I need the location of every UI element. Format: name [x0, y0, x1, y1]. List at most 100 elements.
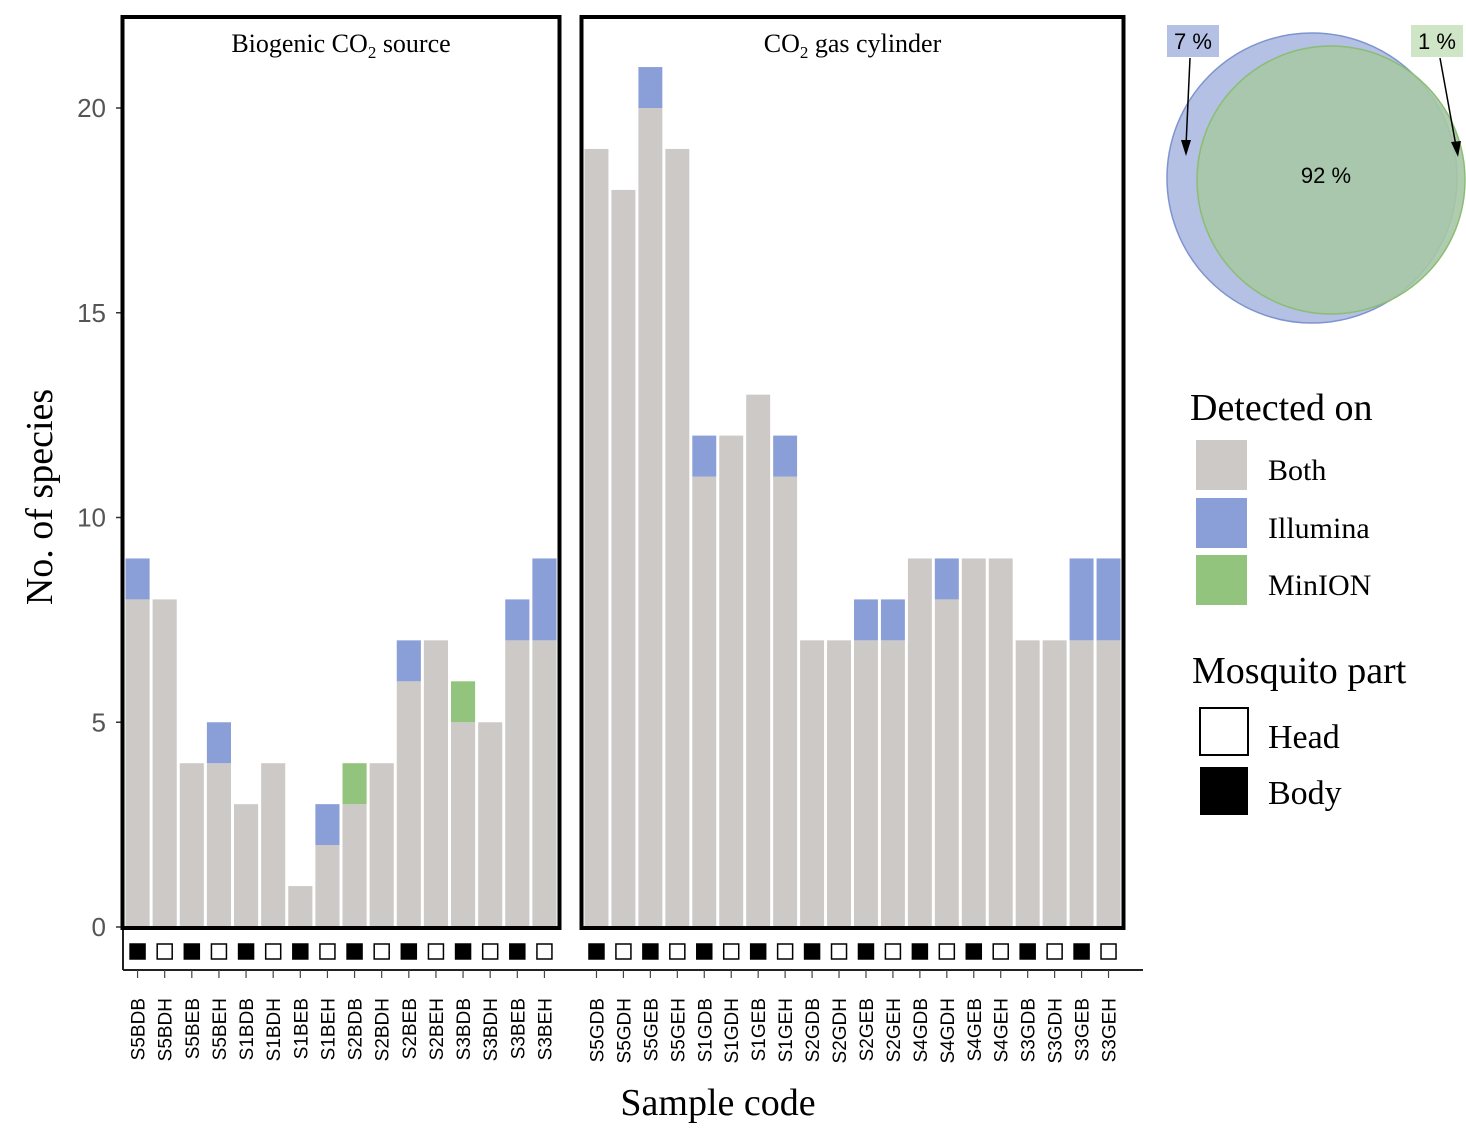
panel-title: CO2 gas cylinder — [764, 29, 942, 62]
venn-label-illumina-box — [1167, 25, 1219, 57]
venn-circle-minion — [1196, 45, 1466, 315]
x-axis-label: Sample code — [620, 1082, 815, 1124]
bar-S4GEB-both — [961, 558, 986, 927]
venn-label-illumina: 7 % — [1174, 29, 1212, 54]
part-marker-S5BEH — [210, 943, 228, 960]
bar-S3BEB-both — [505, 640, 530, 927]
x-tick-label-S3BEH: S3BEH — [535, 998, 556, 1060]
bar-S5BEH-illumina — [206, 722, 231, 764]
bar-S1BEH-illumina — [315, 804, 340, 846]
part-marker-S1BEH — [319, 943, 336, 960]
x-tick-label-S2GDB: S2GDB — [803, 998, 824, 1062]
part-marker-S3BEB — [509, 943, 526, 960]
panel-title: Biogenic CO2 source — [231, 29, 450, 62]
part-marker-S1BEB — [292, 943, 309, 960]
x-tick-label-S3GDB: S3GDB — [1019, 998, 1040, 1062]
bar-S3GEH-both — [1096, 640, 1121, 927]
legend-swatch-minion — [1196, 555, 1247, 605]
bar-S2BDB-minion — [342, 763, 367, 805]
x-tick-label-S4GDH: S4GDH — [938, 998, 959, 1063]
x-tick-label-S5GEB: S5GEB — [641, 998, 662, 1061]
bar-S3BDB-minion — [451, 681, 476, 723]
x-tick-label-S3BEB: S3BEB — [508, 998, 529, 1059]
bar-S1GEH-illumina — [773, 435, 798, 477]
bar-S2BDB-both — [342, 804, 367, 927]
bar-S4GEH-both — [988, 558, 1013, 927]
bar-S5GEH-both — [665, 148, 690, 927]
bar-S1BEH-both — [315, 845, 340, 927]
part-marker-S5BEB — [183, 943, 201, 960]
bar-S3BEH-illumina — [532, 558, 557, 641]
part-marker-S5GDB — [588, 943, 605, 960]
y-tick-label-5: 5 — [92, 707, 106, 737]
x-tick-label-S2BEB: S2BEB — [400, 998, 421, 1059]
bar-S5BEH-both — [206, 763, 231, 927]
panel-gas-cylinder: S5GDB S5GDH S5GEB S5GEH S1GDB S1GDH S1GEB S1GEH… — [579, 15, 1126, 1063]
part-marker-S1GEH — [776, 943, 794, 960]
bar-S2GDH-both — [827, 640, 851, 927]
legend-part: Mosquito part Head Body — [1192, 650, 1407, 815]
bar-S5GDH-both — [611, 189, 636, 927]
bar-S2GEH-both — [880, 640, 905, 927]
bar-S2GEH-illumina — [880, 599, 905, 641]
part-marker-S3GDB — [1019, 943, 1036, 960]
y-tick-label-0: 0 — [92, 912, 106, 942]
x-tick-label-S5BEH: S5BEH — [210, 998, 231, 1060]
bar-S1BDH-both — [261, 763, 286, 927]
venn-diagram: 7 % 1 % 92 % — [1166, 25, 1466, 324]
part-marker-S3GEB — [1073, 943, 1090, 960]
bar-S5GDB-both — [584, 148, 609, 927]
legend-label-head: Head — [1268, 719, 1340, 756]
part-marker-S2BDB — [346, 943, 363, 960]
bar-S1BEB-both — [288, 886, 313, 927]
bar-S3GEB-both — [1069, 640, 1094, 927]
x-tick-label-S2BDH: S2BDH — [373, 998, 394, 1061]
part-marker-S2BEH — [427, 943, 445, 960]
bar-S3BDB-both — [451, 722, 476, 927]
bar-S3BDH-both — [478, 722, 503, 927]
panel-frame — [579, 15, 1126, 930]
part-marker-S3BDH — [481, 943, 499, 960]
bar-S3GDH-both — [1042, 640, 1067, 927]
x-tick-label-S1BEH: S1BEH — [318, 998, 339, 1060]
legend-label-illumina: Illumina — [1268, 512, 1370, 545]
x-tick-label-S4GEH: S4GEH — [992, 998, 1013, 1062]
legend-detected-title: Detected on — [1190, 387, 1373, 429]
x-tick-label-S5BDH: S5BDH — [156, 998, 177, 1061]
x-tick-label-S5BDB: S5BDB — [129, 998, 150, 1060]
venn-arrowhead-minion — [1451, 141, 1461, 157]
part-marker-S2BDH — [373, 943, 390, 960]
bar-S1GDB-illumina — [692, 435, 717, 477]
y-tick-label-15: 15 — [77, 298, 106, 328]
x-tick-label-S1GDB: S1GDB — [695, 998, 716, 1062]
legend-swatch-body — [1200, 767, 1248, 815]
bar-S2BDH-both — [369, 763, 394, 927]
x-tick-label-S3GEB: S3GEB — [1073, 998, 1094, 1061]
part-marker-S3GEH — [1100, 943, 1117, 960]
legend-part-title: Mosquito part — [1192, 650, 1407, 692]
part-marker-S1BDH — [264, 943, 282, 960]
bar-S2GEB-both — [854, 640, 878, 927]
x-tick-label-S1BDH: S1BDH — [264, 998, 285, 1061]
bar-S1GEH-both — [773, 476, 798, 927]
part-marker-S3BEH — [536, 943, 553, 960]
panel-biogenic: S5BDB S5BDH S5BEB S5BEH S1BDB S1BDH S1BEB S1BEH… — [120, 15, 562, 1061]
bar-S3GEB-illumina — [1069, 558, 1094, 641]
bar-S1GDB-both — [692, 476, 717, 927]
bar-S5BEB-both — [179, 763, 204, 927]
x-tick-label-S2BDB: S2BDB — [346, 998, 367, 1060]
bar-S4GDB-both — [907, 558, 932, 927]
bar-S2BEB-both — [396, 681, 421, 927]
venn-arrow-illumina — [1185, 57, 1191, 147]
part-marker-S2GEH — [884, 943, 902, 960]
y-tick-label-20: 20 — [77, 93, 106, 123]
x-tick-label-S3GDH: S3GDH — [1046, 998, 1067, 1063]
part-marker-S4GEB — [965, 943, 983, 960]
venn-label-minion: 1 % — [1418, 29, 1456, 54]
bar-S5BDB-both — [125, 599, 150, 927]
x-tick-label-S1BDB: S1BDB — [237, 998, 258, 1060]
x-tick-label-S5GDB: S5GDB — [587, 998, 608, 1062]
part-marker-S5GDH — [615, 943, 632, 960]
legend-label-both: Both — [1268, 454, 1326, 487]
